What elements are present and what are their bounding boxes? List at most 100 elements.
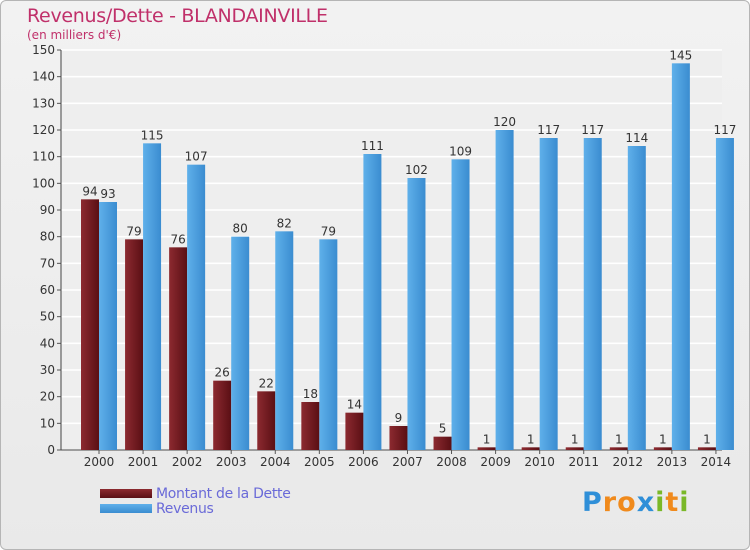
data-label: 117 xyxy=(581,123,604,137)
data-label: 120 xyxy=(493,115,516,129)
x-tick-label: 2005 xyxy=(304,455,335,469)
bar-revenus xyxy=(451,159,470,451)
bar-revenus xyxy=(495,130,514,450)
bar-revenus xyxy=(583,138,602,450)
bar-debt xyxy=(477,447,496,450)
bar-debt xyxy=(81,199,99,450)
x-tick-label: 2010 xyxy=(524,455,555,469)
x-tick-label: 2001 xyxy=(128,455,159,469)
x-tick-label: 2013 xyxy=(657,455,688,469)
bar-revenus xyxy=(275,231,294,450)
data-label: 94 xyxy=(82,184,97,198)
bar-revenus xyxy=(715,138,734,450)
y-tick-label: 110 xyxy=(32,150,55,164)
data-label: 79 xyxy=(321,224,336,238)
bar-revenus xyxy=(187,164,206,450)
proxiti-logo: Proxiti xyxy=(582,487,690,518)
logo-letter: t xyxy=(665,487,680,518)
data-label: 107 xyxy=(185,150,208,164)
data-label: 80 xyxy=(233,222,248,236)
y-tick-label: 100 xyxy=(32,176,55,190)
y-tick-label: 90 xyxy=(40,203,55,217)
data-label: 1 xyxy=(527,432,535,446)
x-tick-label: 2012 xyxy=(613,455,644,469)
bar-revenus xyxy=(231,236,250,450)
bar-revenus xyxy=(319,239,338,450)
data-label: 117 xyxy=(713,123,736,137)
y-tick-label: 40 xyxy=(40,336,55,350)
x-tick-label: 2003 xyxy=(216,455,247,469)
y-tick-label: 120 xyxy=(32,123,55,137)
data-label: 109 xyxy=(449,144,472,158)
logo-letter: x xyxy=(636,487,656,518)
data-label: 102 xyxy=(405,163,428,177)
legend-item-revenus: Revenus xyxy=(100,501,291,517)
bar-revenus xyxy=(363,154,382,450)
bar-debt xyxy=(125,239,144,450)
data-label: 9 xyxy=(395,411,403,425)
y-tick-label: 60 xyxy=(40,283,55,297)
data-label: 1 xyxy=(659,432,667,446)
bar-debt xyxy=(697,447,716,450)
data-label: 145 xyxy=(669,48,692,62)
data-label: 111 xyxy=(361,139,384,153)
bar-debt xyxy=(169,247,188,450)
bar-debt xyxy=(213,380,232,450)
legend-label-debt: Montant de la Dette xyxy=(156,485,291,502)
bar-debt xyxy=(521,447,540,450)
data-label: 1 xyxy=(483,432,491,446)
bar-debt xyxy=(301,402,320,450)
x-tick-label: 2002 xyxy=(172,455,203,469)
bar-revenus xyxy=(143,143,162,451)
y-tick-label: 80 xyxy=(40,230,55,244)
x-tick-label: 2000 xyxy=(84,455,115,469)
logo-letter: i xyxy=(679,487,690,518)
data-label: 93 xyxy=(100,187,115,201)
bar-debt xyxy=(345,412,364,450)
logo-letter: r xyxy=(602,487,618,518)
logo-letter: P xyxy=(582,487,603,518)
bar-debt xyxy=(653,447,672,450)
data-label: 82 xyxy=(277,216,292,230)
chart-subtitle: (en milliers d'€) xyxy=(27,28,122,42)
legend-item-debt: Montant de la Dette xyxy=(100,485,291,502)
bar-revenus xyxy=(407,178,426,450)
x-tick-label: 2004 xyxy=(260,455,291,469)
logo-letter: i xyxy=(655,487,666,518)
data-label: 1 xyxy=(615,432,623,446)
x-tick-label: 2014 xyxy=(701,455,732,469)
data-label: 114 xyxy=(625,131,648,145)
data-label: 18 xyxy=(303,387,318,401)
y-tick-label: 20 xyxy=(40,390,55,404)
data-label: 14 xyxy=(347,398,362,412)
bar-debt xyxy=(609,447,628,450)
y-tick-label: 10 xyxy=(40,416,55,430)
legend: Montant de la Dette Revenus xyxy=(100,485,291,517)
data-label: 79 xyxy=(126,224,141,238)
data-label: 117 xyxy=(537,123,560,137)
legend-swatch-debt xyxy=(100,489,152,498)
bar-revenus xyxy=(627,146,646,450)
y-tick-label: 50 xyxy=(40,310,55,324)
y-tick-label: 150 xyxy=(32,43,55,57)
bar-debt xyxy=(433,436,452,450)
x-tick-label: 2011 xyxy=(568,455,599,469)
bar-debt xyxy=(565,447,584,450)
x-tick-label: 2006 xyxy=(348,455,379,469)
data-label: 1 xyxy=(571,432,579,446)
logo-letter: o xyxy=(617,487,637,518)
x-tick-label: 2007 xyxy=(392,455,423,469)
bar-revenus xyxy=(671,63,690,450)
bar-debt xyxy=(257,391,276,450)
bar-debt xyxy=(389,426,408,450)
data-label: 76 xyxy=(170,232,185,246)
x-tick-label: 2008 xyxy=(436,455,467,469)
legend-swatch-revenus xyxy=(100,504,152,513)
data-label: 1 xyxy=(703,432,711,446)
data-label: 5 xyxy=(439,422,447,436)
y-tick-label: 140 xyxy=(32,70,55,84)
data-label: 26 xyxy=(215,366,230,380)
y-tick-label: 70 xyxy=(40,256,55,270)
bar-revenus xyxy=(539,138,558,450)
